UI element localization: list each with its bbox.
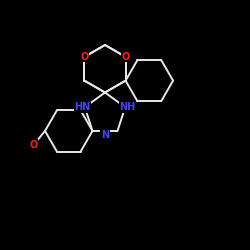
Text: HN: HN [74,102,90,112]
Text: NH: NH [120,102,136,112]
Text: N: N [101,130,109,140]
Text: O: O [122,52,130,62]
Text: O: O [30,140,38,150]
Text: O: O [80,52,88,62]
